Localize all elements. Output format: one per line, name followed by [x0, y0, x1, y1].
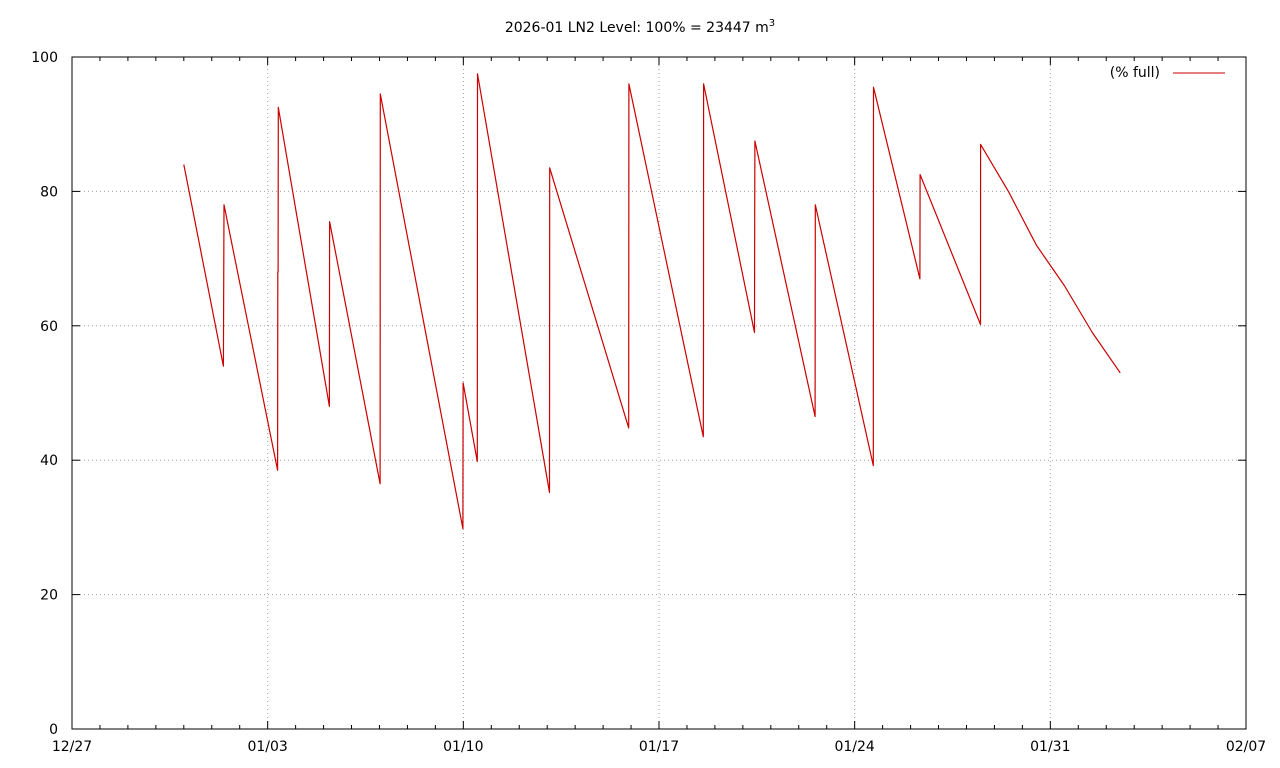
chart-title-main: 2026-01 LN2 Level: 100% = 23447 m — [505, 20, 769, 36]
x-tick-label: 01/10 — [443, 739, 483, 755]
x-tick-label: 02/07 — [1226, 739, 1266, 755]
y-tick-label: 100 — [31, 50, 58, 66]
series-line — [183, 73, 1121, 530]
x-tick-label: 01/03 — [247, 739, 287, 755]
chart-title: 2026-01 LN2 Level: 100% = 23447 m3 — [505, 18, 775, 36]
legend: (% full) — [1110, 65, 1225, 81]
x-tick-label: 01/17 — [639, 739, 679, 755]
x-tick-label: 01/31 — [1030, 739, 1070, 755]
grid-lines — [72, 57, 1246, 729]
y-tick-label: 60 — [40, 319, 58, 335]
x-tick-label: 01/24 — [834, 739, 874, 755]
legend-label: (% full) — [1110, 65, 1160, 81]
y-tick-label: 0 — [49, 722, 58, 738]
x-tick-label: 12/27 — [52, 739, 92, 755]
plot-frame — [71, 56, 1247, 730]
axis-ticks: 12/27 01/03 01/10 01/17 01/24 01/31 02/07 0 20 40… — [31, 50, 1266, 755]
y-tick-label: 40 — [40, 453, 58, 469]
y-tick-label: 80 — [40, 184, 58, 200]
chart-title-superscript: 3 — [769, 18, 775, 29]
series-layer — [183, 73, 1121, 530]
y-tick-label: 20 — [40, 588, 58, 604]
